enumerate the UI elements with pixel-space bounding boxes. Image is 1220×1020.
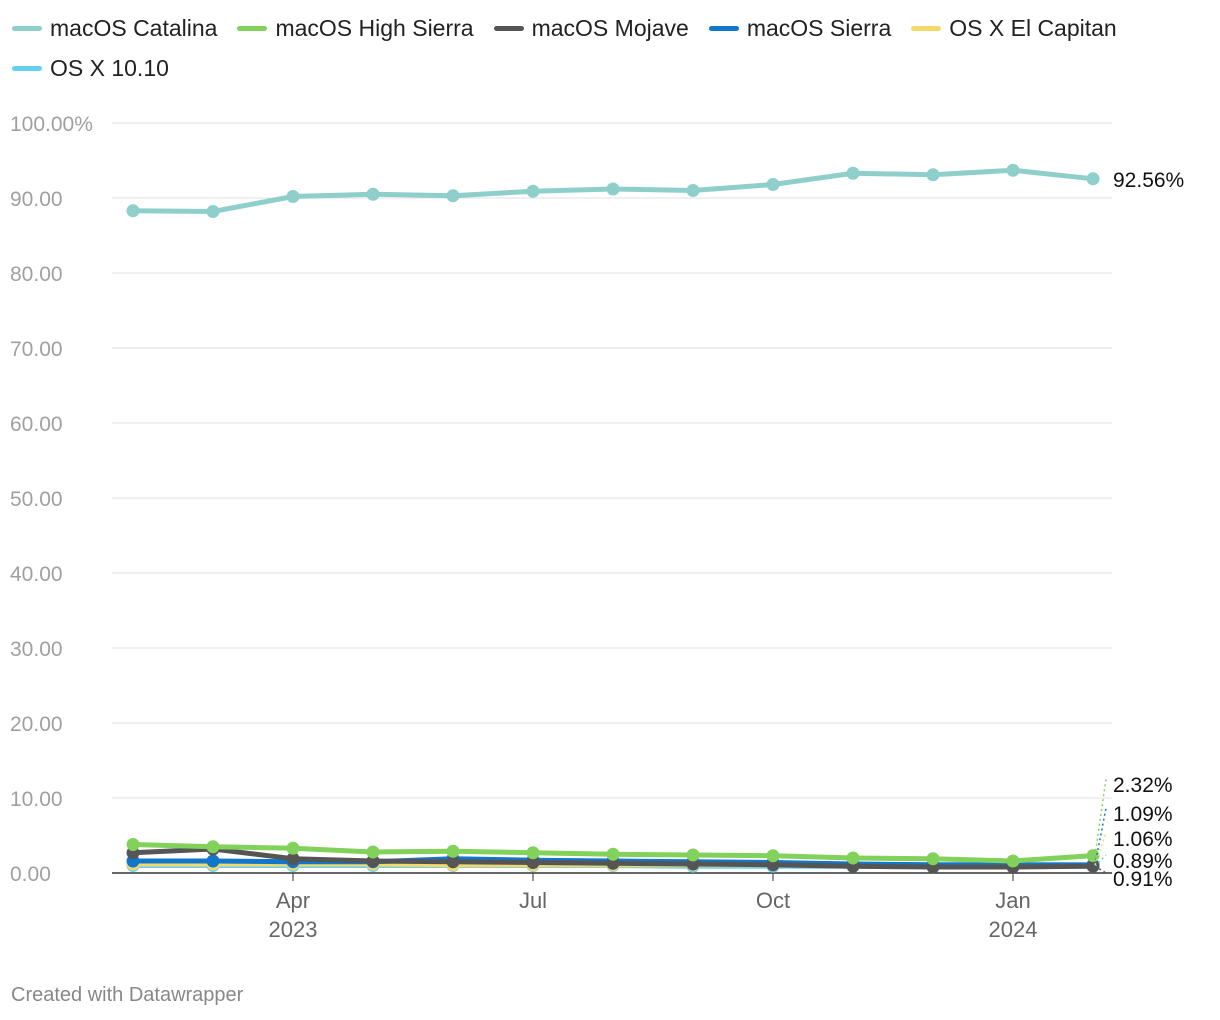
y-tick-label: 10.00 — [10, 788, 63, 811]
data-point — [366, 187, 380, 201]
data-point — [366, 845, 380, 859]
legend-label: macOS Mojave — [531, 14, 689, 41]
data-point — [606, 847, 620, 861]
data-point — [286, 852, 300, 866]
chart-grid: 100.00% 90.00 80.00 70.00 60.00 50.00 40.00 30.… — [10, 113, 1112, 886]
data-point — [126, 838, 140, 851]
data-point — [686, 848, 700, 862]
y-tick-label: 0.00 — [10, 863, 51, 886]
data-point — [446, 189, 460, 203]
chart-series — [126, 163, 1100, 874]
y-tick-label: 100.00% — [10, 113, 93, 136]
series-macos-catalina — [126, 163, 1100, 218]
leader-line — [1094, 778, 1107, 856]
legend-item: macOS High Sierra — [237, 14, 474, 42]
x-tick-month: Jan — [995, 888, 1030, 913]
data-point — [1086, 859, 1100, 873]
leader-line — [1094, 865, 1107, 874]
data-point — [446, 855, 460, 869]
line-chart: 100.00% 90.00 80.00 70.00 60.00 50.00 40.00 30.… — [10, 113, 1184, 942]
data-point — [446, 844, 460, 858]
data-point — [126, 204, 140, 218]
data-point — [1006, 163, 1020, 177]
data-point — [926, 852, 940, 866]
end-label: 1.09% — [1113, 803, 1173, 826]
end-label: 0.91% — [1113, 868, 1173, 891]
data-point — [606, 856, 620, 870]
data-point — [206, 205, 220, 218]
x-tick-year: 2023 — [269, 917, 318, 942]
end-label: 92.56% — [1113, 169, 1184, 192]
data-point — [686, 857, 700, 871]
legend-item: macOS Mojave — [493, 14, 689, 42]
data-point — [286, 841, 300, 855]
y-tick-label: 60.00 — [10, 413, 63, 436]
legend-swatch — [237, 25, 268, 31]
legend-swatch — [12, 65, 42, 71]
legend-swatch — [12, 25, 42, 31]
y-tick-label: 30.00 — [10, 638, 63, 661]
data-point — [766, 858, 780, 872]
data-point — [686, 184, 700, 197]
legend-swatch — [493, 25, 524, 31]
end-labels: 92.56% 2.32% 1.09%1.06%0.89%0.91% — [1094, 169, 1184, 891]
legend-item: OS X El Capitan — [911, 14, 1117, 42]
data-point — [286, 190, 300, 203]
footer-credit: Created with Datawrapper — [11, 984, 244, 1006]
legend-label: macOS Catalina — [50, 14, 218, 41]
legend-label: OS X 10.10 — [50, 54, 169, 81]
data-point — [926, 168, 940, 182]
chart-legend: macOS Catalina macOS High Sierra macOS Moj… — [12, 14, 1202, 82]
legend-item: macOS Sierra — [708, 14, 892, 42]
legend-item: macOS Catalina — [12, 14, 217, 42]
data-point — [1006, 854, 1020, 868]
y-tick-label: 20.00 — [10, 713, 63, 736]
legend-item: OS X 10.10 — [12, 54, 169, 82]
leader-line — [1094, 832, 1107, 866]
series-macos-high-sierra — [126, 838, 1100, 868]
end-label: 0.89% — [1113, 850, 1173, 873]
data-point — [1086, 849, 1100, 863]
data-point — [766, 178, 780, 191]
data-point — [366, 854, 380, 868]
data-point — [846, 851, 860, 865]
legend-label: OS X El Capitan — [949, 14, 1117, 41]
data-point — [206, 854, 220, 868]
y-tick-label: 50.00 — [10, 488, 63, 511]
x-tick-month: Apr — [276, 888, 310, 913]
data-point — [1086, 172, 1100, 186]
data-point — [766, 849, 780, 863]
end-label: 2.32% — [1113, 774, 1173, 797]
data-point — [526, 184, 540, 198]
y-tick-label: 80.00 — [10, 263, 63, 286]
x-tick-month: Jul — [519, 888, 547, 913]
legend-label: macOS Sierra — [746, 14, 892, 41]
x-axis: Apr 2023 Jul Oct Jan 2024 — [269, 873, 1038, 942]
end-label: 1.06% — [1113, 828, 1173, 851]
data-point — [206, 840, 220, 854]
y-tick-label: 40.00 — [10, 563, 63, 586]
x-tick-month: Oct — [756, 888, 790, 913]
y-tick-label: 70.00 — [10, 338, 63, 361]
x-tick-year: 2024 — [989, 917, 1038, 942]
legend-swatch — [708, 25, 739, 31]
y-tick-label: 90.00 — [10, 188, 63, 211]
data-point — [526, 846, 540, 860]
data-point — [846, 166, 860, 180]
legend-swatch — [911, 25, 942, 31]
data-point — [526, 856, 540, 869]
legend-label: macOS High Sierra — [275, 14, 474, 41]
data-point — [606, 182, 620, 196]
